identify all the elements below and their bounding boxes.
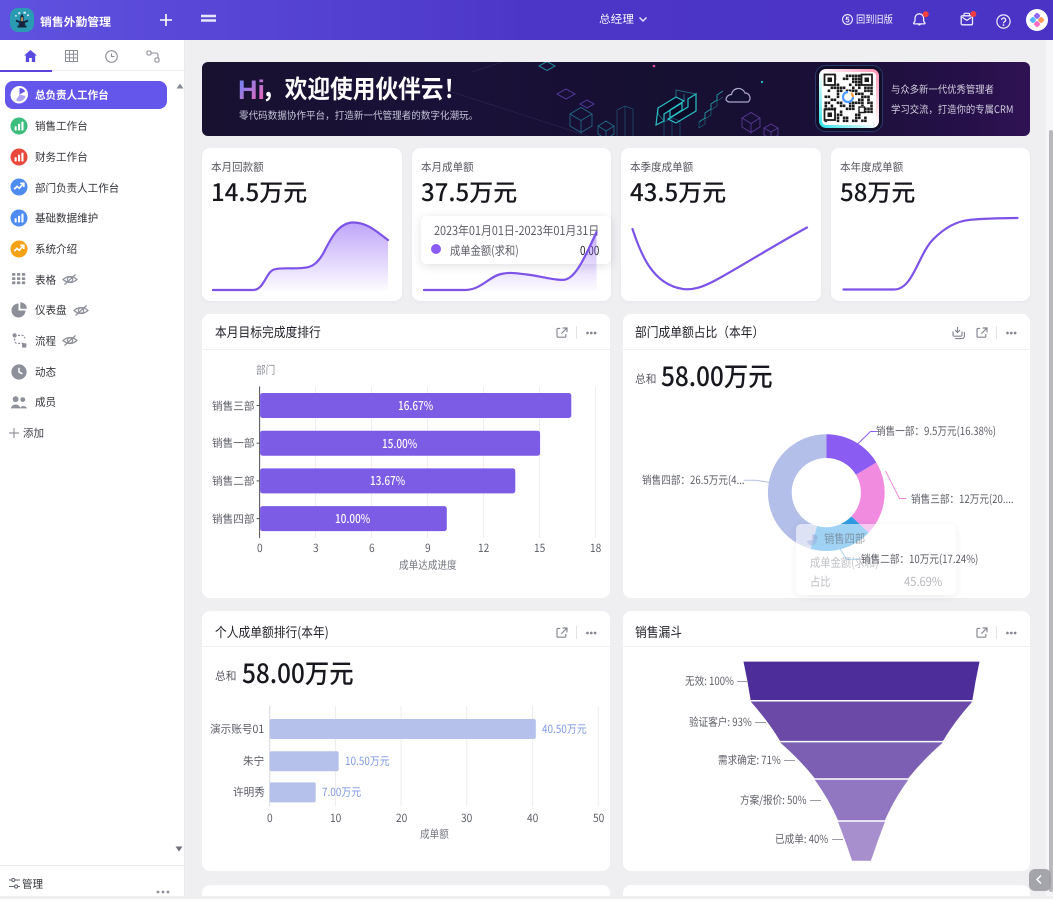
svg-text:Hi: Hi <box>238 75 265 104</box>
